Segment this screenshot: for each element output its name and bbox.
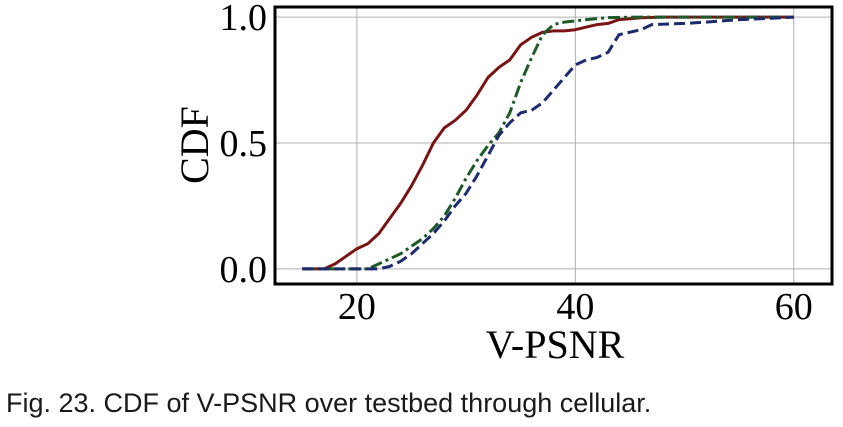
y-tick-label: 0.5 — [220, 123, 268, 165]
tick-labels: 20 40 60 0.0 0.5 1.0 — [220, 0, 813, 328]
series-lines — [302, 15, 794, 271]
x-tick-label: 20 — [338, 286, 376, 328]
cdf-chart: 20 40 60 0.0 0.5 1.0 V-PSNR CDF — [172, 0, 834, 367]
grid-lines — [275, 7, 832, 284]
y-tick-label: 0.0 — [220, 249, 268, 291]
x-tick-label: 60 — [775, 286, 813, 328]
figure-caption: Fig. 23. CDF of V-PSNR over testbed thro… — [6, 388, 652, 418]
cdf-series-line-1 — [302, 15, 794, 271]
plot-frame — [273, 5, 834, 286]
y-axis-label: CDF — [172, 106, 217, 184]
x-axis-label: V-PSNR — [486, 322, 625, 367]
cdf-series-line-2 — [302, 15, 794, 271]
y-tick-label: 1.0 — [220, 0, 268, 39]
cdf-series-line-3 — [302, 15, 794, 271]
x-tick-label: 40 — [556, 286, 594, 328]
